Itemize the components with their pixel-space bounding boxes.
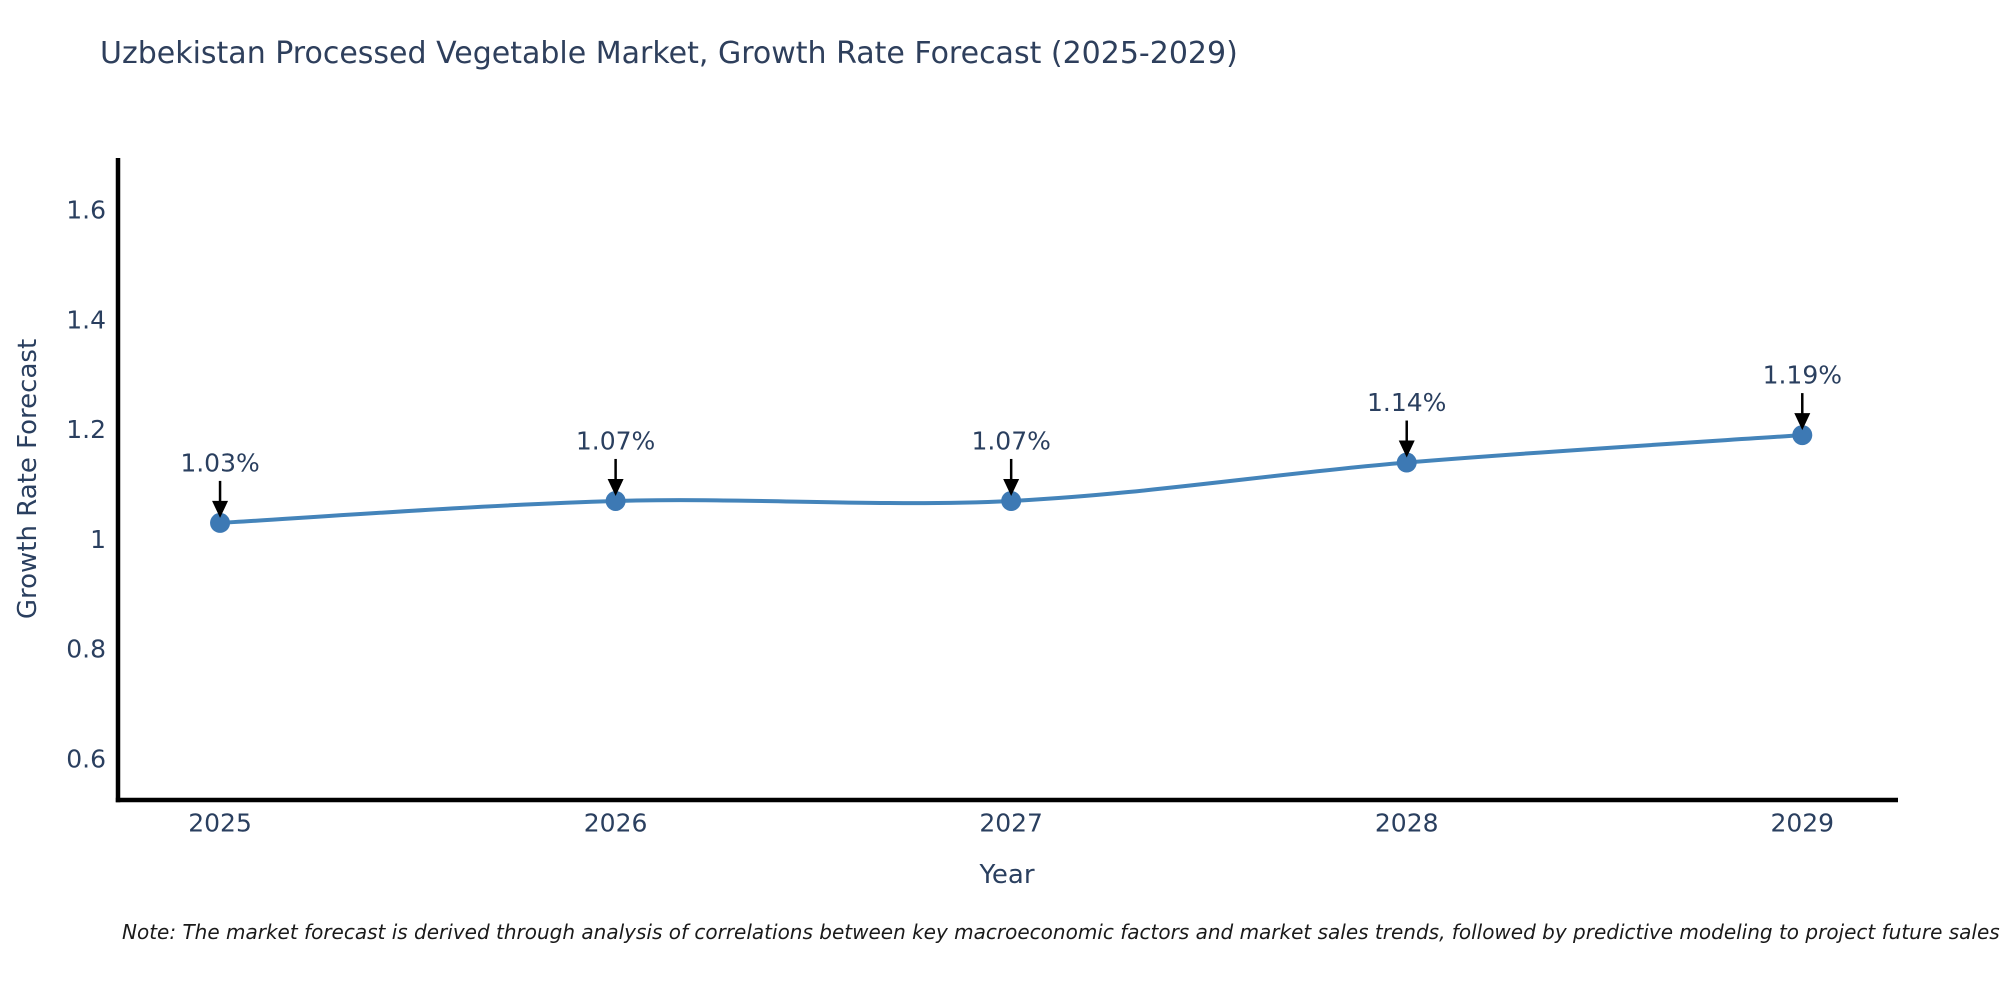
point-annotation-label: 1.03% [180,448,259,477]
data-point-marker[interactable] [605,490,626,511]
y-tick-label: 1.4 [66,305,106,334]
x-tick-label: 2027 [979,809,1043,838]
point-annotation-label: 1.14% [1367,388,1446,417]
point-annotation-label: 1.07% [576,426,655,455]
y-tick-label: 1.6 [66,196,106,225]
annotation-arrow-head [1003,478,1020,496]
x-tick-label: 2026 [584,809,648,838]
annotation-arrow-head [607,478,624,496]
data-point-marker[interactable] [1396,452,1417,473]
footnote: Note: The market forecast is derived thr… [122,920,2000,944]
annotation-arrow-head [1398,440,1415,458]
point-annotation-label: 1.07% [971,426,1050,455]
y-tick-label: 1 [90,525,106,554]
y-tick-label: 1.2 [66,415,106,444]
data-point-marker[interactable] [1792,425,1813,446]
y-axis-title-text: Growth Rate Forecast [13,338,43,620]
y-tick-label: 0.8 [66,635,106,664]
annotation-arrow-head [212,500,229,518]
x-tick-label: 2029 [1770,809,1834,838]
x-tick-label: 2025 [188,809,252,838]
data-point-marker[interactable] [1001,490,1022,511]
point-annotation-label: 1.19% [1763,361,1842,390]
y-tick-label: 0.6 [66,744,106,773]
x-axis-title: Year [979,860,1035,890]
annotation-arrow-head [1794,413,1811,431]
x-tick-label: 2028 [1375,809,1439,838]
chart-title: Uzbekistan Processed Vegetable Market, G… [100,36,1238,71]
data-point-marker[interactable] [210,512,231,533]
